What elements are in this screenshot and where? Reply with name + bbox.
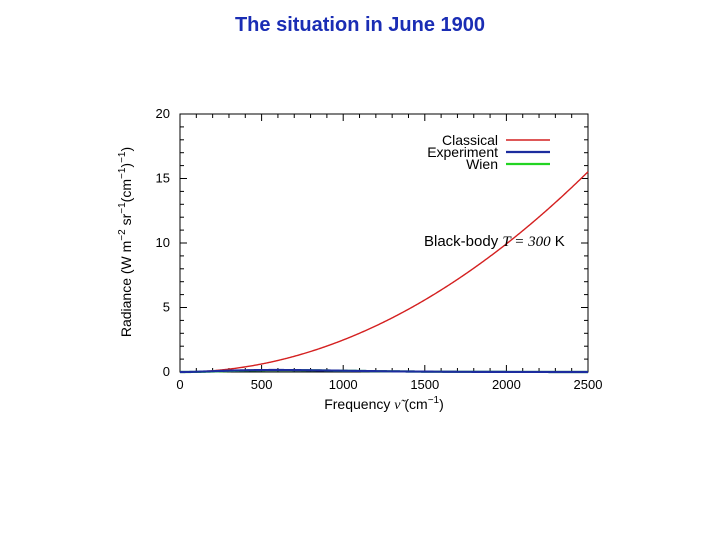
temperature-annotation: Black-body T = 300 K bbox=[424, 233, 565, 250]
x-axis-label: Frequency ν̃ (cm−1) bbox=[324, 395, 444, 413]
annotation-math: T = 300 bbox=[502, 234, 551, 250]
y-label-sr: sr bbox=[118, 213, 134, 229]
tick-labels: 0 500 1000 1500 2000 2500 0 5 10 15 20 bbox=[156, 106, 603, 392]
x-label-exponent: −1 bbox=[428, 395, 440, 406]
y-tick-label: 20 bbox=[156, 106, 170, 121]
y-tick-label: 0 bbox=[163, 364, 170, 379]
x-tick-label: 1500 bbox=[410, 377, 439, 392]
legend-label-experiment: Experiment bbox=[427, 144, 498, 160]
y-label-paren: ) bbox=[118, 163, 134, 168]
y-label-close: ) bbox=[118, 147, 134, 152]
y-tick-label: 5 bbox=[163, 300, 170, 315]
legend-label-classical: Classical bbox=[442, 132, 498, 148]
annotation-prefix: Black-body bbox=[424, 233, 502, 250]
y-label-exp-2: −1 bbox=[117, 202, 128, 214]
annotation-suffix: K bbox=[551, 233, 565, 250]
y-label-exp-4: −1 bbox=[117, 151, 128, 163]
y-label-exp-3: −1 bbox=[117, 167, 128, 179]
y-label-text: Radiance (W m bbox=[118, 241, 134, 337]
y-axis-label: Radiance (W m−2 sr−1(cm−1)−1) bbox=[117, 147, 134, 337]
x-tick-label: 500 bbox=[251, 377, 273, 392]
x-tick-label: 0 bbox=[176, 377, 183, 392]
legend-label-wien: Wien bbox=[466, 156, 498, 172]
x-tick-label: 2000 bbox=[492, 377, 521, 392]
curves bbox=[179, 171, 589, 374]
y-label-cm: (cm bbox=[118, 179, 134, 202]
y-label-exp-1: −2 bbox=[117, 229, 128, 241]
series-line-experiment bbox=[179, 368, 589, 374]
x-label-unit: (cm bbox=[400, 396, 427, 412]
series-line-classical bbox=[180, 171, 589, 373]
y-tick-label: 15 bbox=[156, 171, 170, 186]
x-label-close: ) bbox=[439, 396, 444, 412]
x-tick-label: 1000 bbox=[329, 377, 358, 392]
y-tick-label: 10 bbox=[156, 235, 170, 250]
legend: Classical Experiment Wien bbox=[427, 132, 550, 172]
x-tick-label: 2500 bbox=[574, 377, 603, 392]
slide-title: The situation in June 1900 bbox=[234, 14, 486, 36]
x-label-text: Frequency bbox=[324, 396, 394, 412]
